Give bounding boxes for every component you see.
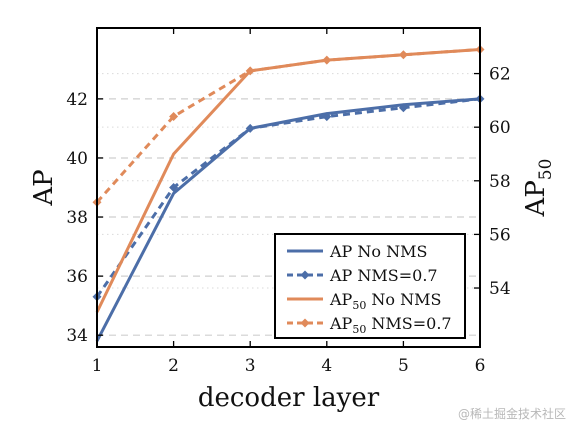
y2-tick-label: 56 [489, 225, 511, 245]
legend-entry: AP50 No NMS [287, 290, 441, 312]
y-tick-label: 42 [66, 90, 88, 110]
series-point [245, 123, 255, 133]
y-tick-label: 40 [66, 149, 88, 169]
y-tick-label: 38 [66, 208, 88, 228]
series-line [95, 47, 481, 204]
plot-series [92, 44, 485, 342]
y2-tick-label: 58 [489, 172, 511, 192]
series-line [95, 97, 481, 298]
series-point [169, 183, 179, 192]
x-tick-label: 1 [92, 356, 103, 376]
y2-axis-title-sub: 50 [536, 159, 556, 181]
legend-label: AP No NMS [329, 242, 427, 261]
series-point [322, 112, 332, 122]
y-axis-title: AP [29, 169, 59, 206]
legend-marker [300, 270, 310, 280]
series-point [322, 55, 332, 65]
watermark: @稀土掘金技术社区 [457, 407, 566, 421]
x-axis-title: decoder layer [198, 383, 380, 413]
x-tick-label: 4 [321, 356, 332, 376]
legend-marker [300, 318, 310, 328]
legend-label: AP NMS=0.7 [329, 266, 438, 285]
y-tick-label: 34 [66, 326, 88, 346]
y-tick-label: 36 [66, 267, 88, 287]
legend-entry: AP No NMS [287, 242, 427, 261]
series-point [398, 50, 408, 60]
plot-frame [96, 27, 481, 348]
y2-tick-label: 54 [489, 279, 511, 299]
y2-axis-title: AP50 [521, 159, 556, 218]
y2-tick-label: 60 [489, 118, 511, 138]
series-point [245, 66, 255, 76]
series-point [169, 111, 179, 121]
y2-axis-title-main: AP [521, 180, 551, 217]
series-3 [92, 44, 485, 207]
x-tick-label: 5 [398, 356, 409, 376]
legend-entry: AP NMS=0.7 [287, 266, 438, 285]
legend-label: AP50 No NMS [329, 290, 441, 312]
x-tick-label: 6 [475, 356, 486, 376]
x-tick-label: 3 [245, 356, 256, 376]
y2-tick-label: 62 [489, 65, 511, 85]
series-point [398, 103, 408, 113]
legend-entry: AP50 NMS=0.7 [287, 314, 452, 336]
x-tick-label: 2 [168, 356, 179, 376]
legend-label: AP50 NMS=0.7 [329, 314, 452, 336]
